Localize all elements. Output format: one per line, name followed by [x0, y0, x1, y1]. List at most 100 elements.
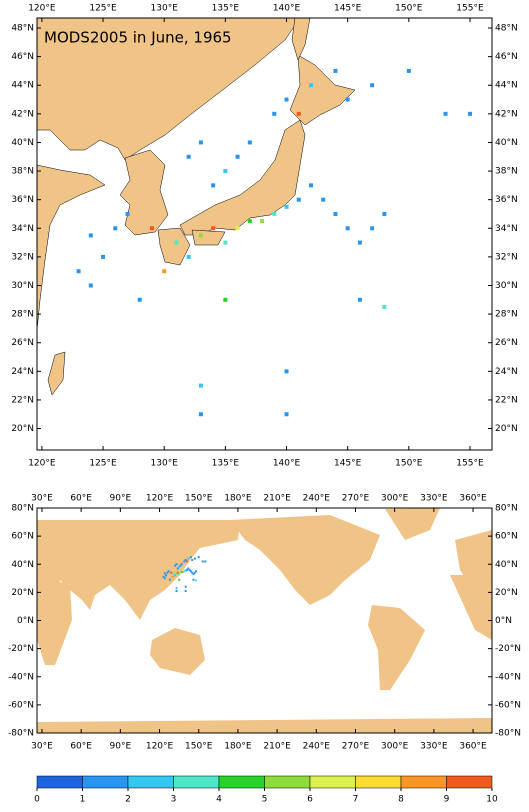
lon-tick-label: 180°E: [224, 742, 252, 752]
observation-cell: [168, 578, 171, 581]
lat-tick-label: 34°N: [495, 224, 518, 234]
lat-tick-label: 36°N: [11, 195, 34, 205]
lat-tick-label: 46°N: [11, 52, 34, 62]
observation-cell: [174, 574, 177, 577]
observation-cell: [195, 570, 198, 573]
lon-tick-label: 150°E: [185, 494, 213, 504]
lon-tick-label: 60°E: [70, 494, 92, 504]
observation-cell: [284, 369, 289, 374]
lon-tick-label: 120°E: [146, 494, 174, 504]
observation-cell: [88, 233, 93, 238]
lat-tick-label: 48°N: [11, 24, 34, 34]
observation-cell: [162, 269, 167, 274]
observation-cell: [182, 570, 185, 573]
observation-cell: [176, 571, 179, 574]
observation-cell: [163, 572, 166, 575]
lon-tick-label: 150°E: [395, 459, 423, 469]
observation-cell: [191, 559, 194, 562]
observations: [76, 68, 472, 417]
lon-tick-label: 240°E: [303, 494, 331, 504]
colorbar-tick-label: 4: [216, 795, 222, 805]
lon-tick-label: 30°E: [31, 494, 53, 504]
lat-tick-label: 44°N: [495, 81, 518, 91]
observation-cell: [175, 587, 178, 590]
observation-cell: [192, 578, 195, 581]
observation-cell: [296, 111, 301, 116]
lon-tick-label: 125°E: [89, 4, 117, 14]
observation-cell: [201, 560, 204, 563]
lat-tick-label: 30°N: [11, 281, 34, 291]
lat-tick-label: 40°N: [11, 138, 34, 148]
observation-cell: [113, 226, 118, 231]
observation-cell: [370, 226, 375, 231]
lat-tick-label: 40°N: [495, 138, 518, 148]
colorbar-segment: [173, 775, 220, 789]
observation-cell: [443, 111, 448, 116]
lat-tick-label: 20°N: [11, 588, 34, 598]
colorbar-tick-label: 1: [80, 795, 86, 805]
lon-tick-label: 90°E: [110, 494, 132, 504]
lon-tick-label: 150°E: [185, 742, 213, 752]
lon-tick-label: 240°E: [303, 742, 331, 752]
lat-tick-label: 60°N: [495, 532, 518, 542]
lon-tick-label: 135°E: [212, 459, 240, 469]
observation-cell: [284, 204, 289, 209]
lon-tick-label: 330°E: [420, 742, 448, 752]
observation-cell: [467, 111, 472, 116]
observation-cell: [406, 68, 411, 73]
lat-tick-label: 44°N: [11, 81, 34, 91]
observation-cell: [235, 226, 240, 231]
observation-cell: [193, 571, 196, 574]
lon-tick-label: 180°E: [224, 494, 252, 504]
lat-tick-label: 22°N: [495, 395, 518, 405]
colorbar-tick-label: 6: [307, 795, 313, 805]
observation-cell: [198, 140, 203, 145]
observation-cell: [197, 556, 200, 559]
observation-cell: [101, 254, 106, 259]
observation-cell: [357, 240, 362, 245]
lat-tick-label: 80°N: [11, 504, 34, 514]
observation-cell: [345, 226, 350, 231]
observation-cell: [137, 297, 142, 302]
map-title: MODS2005 in June, 1965: [44, 29, 232, 47]
observation-cell: [382, 304, 387, 309]
observation-cell: [175, 563, 178, 566]
colorbar-segment: [218, 775, 265, 789]
lon-tick-label: 120°E: [28, 459, 56, 469]
observation-cell: [162, 575, 165, 578]
lat-tick-label: 22°N: [11, 395, 34, 405]
observation-cell: [191, 571, 194, 574]
observation-cell: [180, 563, 183, 566]
observation-cell: [165, 574, 168, 577]
observation-cell: [178, 578, 181, 581]
colorbar-segment: [264, 775, 311, 789]
observation-cell: [184, 589, 187, 592]
observation-cell: [296, 197, 301, 202]
lat-tick-label: -60°N: [495, 700, 521, 710]
lat-tick-label: 46°N: [495, 52, 518, 62]
observation-cell: [187, 567, 190, 570]
lon-tick-label: 130°E: [151, 4, 179, 14]
observation-cell: [189, 570, 192, 573]
lat-tick-label: 26°N: [495, 338, 518, 348]
observation-cell: [183, 560, 186, 563]
lon-tick-label: 270°E: [342, 494, 370, 504]
lat-tick-label: -80°N: [8, 729, 34, 739]
lon-tick-label: 120°E: [28, 4, 56, 14]
observation-cell: [179, 564, 182, 567]
lat-tick-label: -20°N: [8, 644, 34, 654]
observation-cell: [235, 154, 240, 159]
observation-cell: [195, 579, 198, 582]
observation-cell: [185, 568, 188, 571]
observation-cell: [185, 560, 188, 563]
observation-cell: [223, 240, 228, 245]
lon-tick-label: 125°E: [89, 459, 117, 469]
observation-cell: [174, 564, 177, 567]
lon-tick-label: 135°E: [212, 4, 240, 14]
colorbar-tick-label: 7: [353, 795, 359, 805]
lon-tick-label: 150°E: [395, 4, 423, 14]
observation-cell: [184, 559, 187, 562]
lat-tick-label: 20°N: [495, 424, 518, 434]
lat-tick-label: 24°N: [495, 367, 518, 377]
